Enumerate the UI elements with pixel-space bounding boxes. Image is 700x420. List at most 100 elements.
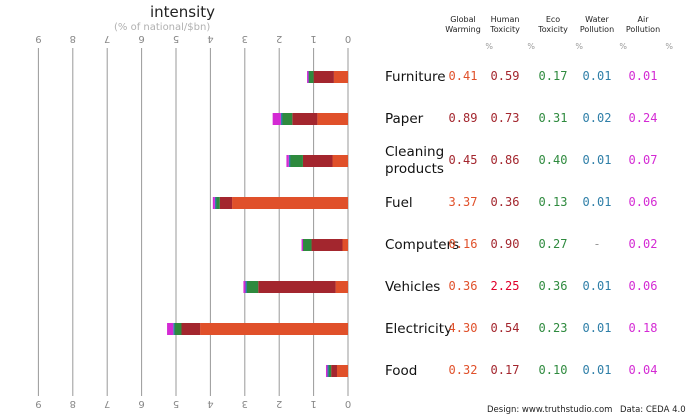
value-cleaning-products-air-pollution: 0.07: [628, 153, 658, 167]
bottom-tick-label-3: 3: [242, 398, 248, 409]
value-furniture-air-pollution: 0.01: [628, 69, 658, 83]
value-electricity-eco-toxicity: 0.23: [538, 321, 568, 335]
category-label-food: Food: [385, 362, 418, 379]
bar-electricity-human-toxicity: [181, 323, 201, 335]
value-paper-air-pollution: 0.24: [628, 111, 658, 125]
chart-subtitle: (% of national/$bn): [114, 22, 211, 33]
chart-title: intensity: [150, 3, 216, 21]
value-cleaning-products-human-toxicity: 0.86: [490, 153, 520, 167]
value-fuel-global-warming: 3.37: [448, 195, 478, 209]
value-vehicles-global-warming: 0.36: [448, 279, 478, 293]
bar-paper-air-pollution: [272, 113, 281, 125]
top-tick-label-3: 3: [242, 33, 248, 44]
category-label-furniture: Furniture: [385, 68, 446, 85]
value-fuel-human-toxicity: 0.36: [490, 195, 520, 209]
value-food-eco-toxicity: 0.10: [538, 363, 568, 377]
value-cleaning-products-eco-toxicity: 0.40: [538, 153, 568, 167]
bar-fuel-air-pollution: [212, 197, 215, 209]
value-electricity-global-warming: 4.30: [448, 321, 478, 335]
column-unit-eco-toxicity: %: [575, 42, 583, 51]
bar-furniture-air-pollution: [307, 71, 309, 83]
value-furniture-human-toxicity: 0.59: [490, 69, 520, 83]
value-cleaning-products-global-warming: 0.45: [448, 153, 478, 167]
value-food-air-pollution: 0.04: [628, 363, 658, 377]
value-computers-air-pollution: 0.02: [628, 237, 658, 251]
bar-cleaning-products-air-pollution: [286, 155, 289, 167]
bottom-tick-label-8: 8: [70, 398, 76, 409]
bar-vehicles-eco-toxicity: [245, 281, 259, 293]
category-label-electricity: Electricity: [385, 320, 453, 337]
value-paper-eco-toxicity: 0.31: [538, 111, 568, 125]
bottom-tick-label-4: 4: [207, 398, 213, 409]
bar-cleaning-products-global-warming: [332, 155, 348, 167]
value-food-water-pollution: 0.01: [582, 363, 612, 377]
value-vehicles-human-toxicity: 2.25: [490, 279, 520, 293]
value-paper-water-pollution: 0.02: [582, 111, 612, 125]
bar-cleaning-products-human-toxicity: [302, 155, 333, 167]
bar-computers-global-warming: [342, 239, 348, 251]
bar-food-air-pollution: [325, 365, 328, 377]
bar-paper-water-pollution: [280, 113, 283, 125]
value-furniture-water-pollution: 0.01: [582, 69, 612, 83]
top-tick-label-5: 5: [173, 33, 179, 44]
bar-computers-air-pollution: [301, 239, 304, 251]
bar-vehicles-human-toxicity: [258, 281, 336, 293]
bar-electricity-eco-toxicity: [173, 323, 182, 335]
top-tick-label-6: 6: [138, 33, 144, 44]
bar-fuel-eco-toxicity: [215, 197, 220, 209]
bar-computers-human-toxicity: [311, 239, 343, 251]
column-header-air-pollution: Air Pollution: [625, 15, 661, 34]
column-header-human-toxicity: Human Toxicity: [490, 15, 520, 34]
value-paper-human-toxicity: 0.73: [490, 111, 520, 125]
value-fuel-air-pollution: 0.06: [628, 195, 658, 209]
bar-food-global-warming: [336, 365, 348, 377]
value-fuel-water-pollution: 0.01: [582, 195, 612, 209]
bar-fuel-global-warming: [232, 197, 348, 209]
bar-food-water-pollution: [327, 365, 329, 377]
bottom-tick-label-6: 6: [138, 398, 144, 409]
bottom-tick-label-5: 5: [173, 398, 179, 409]
bar-electricity-water-pollution: [173, 323, 175, 335]
value-furniture-global-warming: 0.41: [448, 69, 478, 83]
top-tick-label-0: 0: [345, 33, 351, 44]
column-header-global-warming: Global Warming: [445, 15, 481, 34]
value-food-human-toxicity: 0.17: [490, 363, 520, 377]
bottom-tick-label-0: 0: [345, 398, 351, 409]
bottom-tick-label-7: 7: [104, 398, 110, 409]
bar-fuel-water-pollution: [214, 197, 217, 209]
column-header-eco-toxicity: Eco Toxicity: [538, 15, 568, 34]
top-tick-label-7: 7: [104, 33, 110, 44]
bottom-tick-label-1: 1: [310, 398, 316, 409]
bar-vehicles-water-pollution: [245, 281, 247, 293]
value-computers-global-warming: 0.16: [448, 237, 478, 251]
value-cleaning-products-water-pollution: 0.01: [582, 153, 612, 167]
value-fuel-eco-toxicity: 0.13: [538, 195, 568, 209]
top-tick-label-2: 2: [276, 33, 282, 44]
top-tick-label-4: 4: [207, 33, 213, 44]
column-unit-global-warming: %: [485, 42, 493, 51]
bottom-tick-label-2: 2: [276, 398, 282, 409]
column-unit-water-pollution: %: [619, 42, 627, 51]
bar-food-eco-toxicity: [327, 365, 332, 377]
bar-fuel-human-toxicity: [219, 197, 233, 209]
bar-food-human-toxicity: [331, 365, 337, 377]
value-vehicles-air-pollution: 0.06: [628, 279, 658, 293]
category-label-fuel: Fuel: [385, 194, 413, 211]
bar-electricity-global-warming: [200, 323, 348, 335]
value-electricity-water-pollution: 0.01: [582, 321, 612, 335]
bottom-tick-label-9: 9: [35, 398, 41, 409]
category-label-paper: Paper: [385, 110, 424, 127]
top-tick-label-8: 8: [70, 33, 76, 44]
value-vehicles-water-pollution: 0.01: [582, 279, 612, 293]
bar-paper-global-warming: [317, 113, 348, 125]
bar-furniture-global-warming: [333, 71, 348, 83]
design-credit: Design: www.truthstudio.com: [487, 405, 613, 415]
value-electricity-human-toxicity: 0.54: [490, 321, 520, 335]
value-food-global-warming: 0.32: [448, 363, 478, 377]
value-furniture-eco-toxicity: 0.17: [538, 69, 568, 83]
top-tick-label-1: 1: [310, 33, 316, 44]
value-computers-water-pollution: -: [593, 237, 601, 251]
value-vehicles-eco-toxicity: 0.36: [538, 279, 568, 293]
bar-cleaning-products-water-pollution: [288, 155, 291, 167]
